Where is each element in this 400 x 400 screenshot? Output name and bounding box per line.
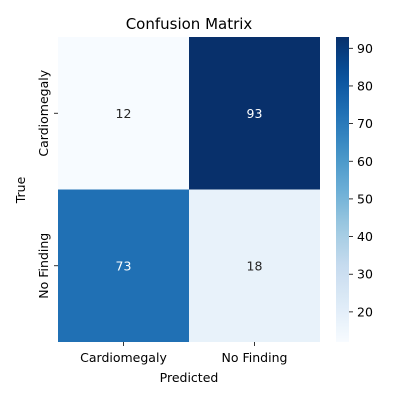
colorbar-tick-label: 90 [357, 41, 373, 56]
cell-value-label: 12 [116, 106, 132, 121]
heatmap-cell [58, 189, 189, 342]
x-tick-labels: Cardiomegaly No Finding [80, 342, 287, 365]
heatmap-cell [189, 189, 320, 342]
y-axis-label: True [13, 176, 28, 204]
colorbar-tick-label: 50 [357, 191, 373, 206]
x-tick-label: Cardiomegaly [80, 350, 167, 365]
heatmap-cell [189, 37, 320, 190]
y-tick-label: No Finding [36, 233, 51, 299]
colorbar [336, 37, 349, 342]
colorbar-tick-label: 20 [357, 304, 373, 319]
cell-value-label: 73 [116, 258, 132, 273]
cell-value-label: 18 [247, 258, 263, 273]
heatmap-cells: 12 93 73 18 [58, 37, 320, 342]
colorbar-tick-label: 70 [357, 116, 373, 131]
colorbar-tick-label: 80 [357, 78, 373, 93]
cell-value-label: 93 [247, 106, 263, 121]
colorbar-tick-label: 30 [357, 267, 373, 282]
heatmap-cell [58, 37, 189, 190]
chart-title: Confusion Matrix [126, 15, 253, 33]
x-axis-label: Predicted [160, 370, 219, 385]
y-tick-labels: Cardiomegaly No Finding [36, 69, 58, 299]
colorbar-ticks: 20 30 40 50 60 70 80 90 [349, 41, 373, 319]
y-tick-label: Cardiomegaly [36, 69, 51, 156]
x-tick-label: No Finding [222, 350, 288, 365]
colorbar-tick-label: 40 [357, 229, 373, 244]
colorbar-tick-label: 60 [357, 154, 373, 169]
